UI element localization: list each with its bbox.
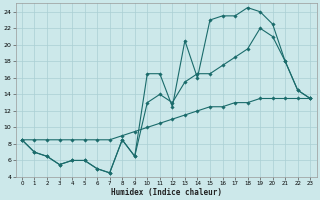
X-axis label: Humidex (Indice chaleur): Humidex (Indice chaleur) (111, 188, 221, 197)
